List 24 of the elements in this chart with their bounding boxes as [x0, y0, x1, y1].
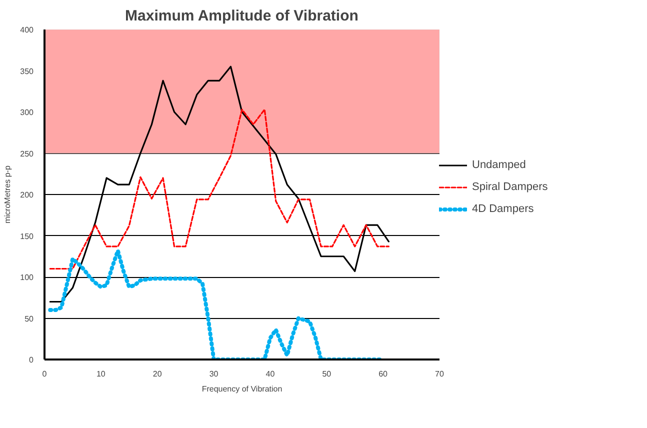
x-tick-label: 20: [152, 370, 162, 378]
line-series: [49, 108, 390, 270]
y-tick-label: 100: [20, 273, 34, 282]
chart-title: Maximum Amplitude of Vibration: [125, 8, 358, 24]
y-tick-label: 50: [24, 314, 34, 324]
legend-label: Undamped: [472, 158, 526, 172]
x-tick-label: 30: [209, 370, 219, 378]
y-tick-label: 350: [20, 66, 34, 76]
y-tick-label: 250: [20, 149, 34, 158]
legend-label: 4D Dampers: [472, 202, 534, 216]
x-tick-label: 0: [42, 370, 48, 378]
x-tick-label: 60: [378, 370, 388, 378]
x-axis-title: Frequency of Vibration: [202, 384, 282, 394]
y-tick-label: 150: [20, 232, 34, 241]
y-tick-label: 400: [20, 26, 34, 34]
y-tick-label: 0: [29, 356, 34, 364]
x-tick-label: 40: [266, 370, 276, 378]
y-tick-label: 200: [20, 190, 34, 200]
x-tick-label: 70: [435, 370, 444, 378]
x-tick-label: 10: [96, 370, 106, 378]
legend-label: Spiral Dampers: [472, 180, 548, 194]
y-axis-title: microMetres p-p: [3, 165, 12, 224]
x-tick-label: 50: [322, 370, 332, 378]
y-tick-label: 300: [20, 108, 34, 117]
